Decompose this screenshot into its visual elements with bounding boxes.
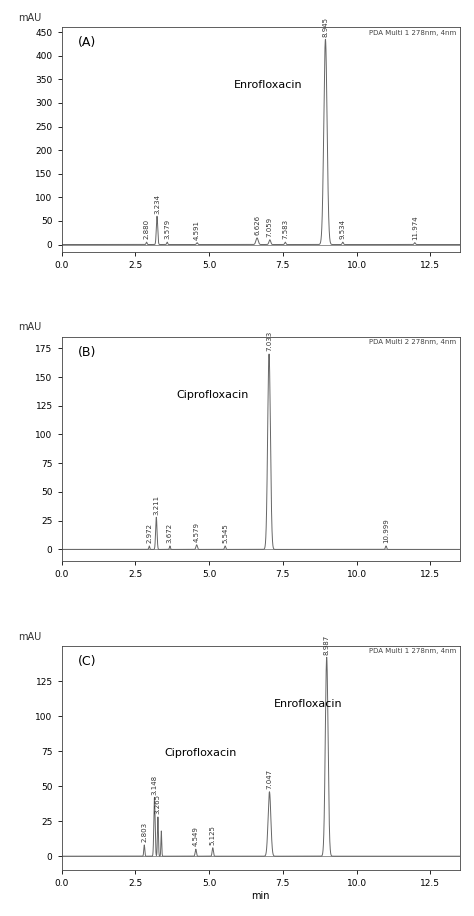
Text: 4.591: 4.591 bbox=[194, 220, 200, 240]
Text: 10.999: 10.999 bbox=[383, 518, 389, 543]
Text: mAU: mAU bbox=[18, 13, 41, 23]
Text: 3.579: 3.579 bbox=[164, 219, 170, 239]
Text: 2.972: 2.972 bbox=[146, 523, 152, 543]
Text: 5.125: 5.125 bbox=[210, 825, 216, 845]
Text: 7.583: 7.583 bbox=[283, 219, 288, 239]
Text: PDA Multi 1 278nm, 4nm: PDA Multi 1 278nm, 4nm bbox=[369, 29, 456, 36]
Text: Ciprofloxacin: Ciprofloxacin bbox=[177, 389, 249, 399]
Text: 7.033: 7.033 bbox=[266, 331, 272, 352]
Text: PDA Multi 2 278nm, 4nm: PDA Multi 2 278nm, 4nm bbox=[369, 339, 456, 345]
Text: 9.534: 9.534 bbox=[340, 220, 346, 239]
Text: PDA Multi 1 278nm, 4nm: PDA Multi 1 278nm, 4nm bbox=[369, 649, 456, 654]
Text: mAU: mAU bbox=[18, 632, 41, 641]
Text: (A): (A) bbox=[78, 37, 96, 49]
Text: 2.803: 2.803 bbox=[141, 823, 147, 843]
Text: 3.211: 3.211 bbox=[153, 495, 159, 515]
Text: 7.059: 7.059 bbox=[267, 217, 273, 237]
X-axis label: min: min bbox=[251, 891, 270, 901]
Text: 4.579: 4.579 bbox=[194, 522, 200, 542]
Text: 3.148: 3.148 bbox=[152, 775, 157, 795]
Text: Ciprofloxacin: Ciprofloxacin bbox=[165, 748, 237, 758]
Text: 7.047: 7.047 bbox=[266, 769, 273, 789]
Text: 8.987: 8.987 bbox=[324, 635, 330, 655]
Text: 4.549: 4.549 bbox=[193, 826, 199, 846]
Text: 8.945: 8.945 bbox=[322, 16, 328, 37]
Text: 6.626: 6.626 bbox=[254, 215, 260, 235]
Text: mAU: mAU bbox=[18, 322, 41, 333]
Text: Enrofloxacin: Enrofloxacin bbox=[274, 699, 343, 709]
Text: 3.234: 3.234 bbox=[154, 193, 160, 213]
Text: 11.974: 11.974 bbox=[412, 215, 418, 240]
Text: Enrofloxacin: Enrofloxacin bbox=[234, 81, 303, 91]
Text: 3.265: 3.265 bbox=[155, 794, 161, 814]
Text: 2.880: 2.880 bbox=[144, 219, 150, 239]
Text: 5.545: 5.545 bbox=[222, 524, 228, 543]
Text: 3.672: 3.672 bbox=[167, 523, 173, 543]
Text: (C): (C) bbox=[78, 655, 96, 668]
Text: (B): (B) bbox=[78, 345, 96, 359]
